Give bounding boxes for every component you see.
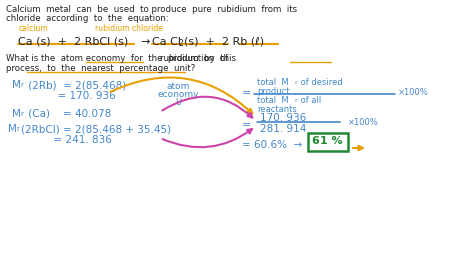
Text: M: M — [8, 124, 17, 134]
Text: = 60.6%  →: = 60.6% → — [242, 140, 302, 150]
Text: Calcium  metal  can  be  used  to produce  pure  rubidium  from  its: Calcium metal can be used to produce pur… — [6, 5, 297, 14]
Text: atom: atom — [166, 82, 190, 91]
Text: r: r — [294, 98, 297, 103]
Text: rubidium  by  this: rubidium by this — [6, 54, 236, 63]
Text: of all: of all — [298, 96, 321, 105]
Text: reactants: reactants — [257, 105, 297, 114]
Text: = 170. 936: = 170. 936 — [12, 91, 116, 101]
Text: rubidium chloride: rubidium chloride — [95, 24, 163, 33]
Text: (s)  +  2 Rb (ℓ): (s) + 2 Rb (ℓ) — [184, 37, 264, 47]
Text: ×100%: ×100% — [398, 88, 429, 97]
Text: process,  to  the  nearest  percentage  unit?: process, to the nearest percentage unit? — [6, 64, 195, 73]
Text: economy: economy — [157, 90, 199, 99]
Text: →: → — [140, 37, 149, 47]
Text: U: U — [175, 98, 181, 107]
Text: 170. 936: 170. 936 — [260, 113, 306, 123]
FancyBboxPatch shape — [308, 133, 348, 151]
Text: calcium: calcium — [19, 24, 49, 33]
Text: =: = — [242, 88, 251, 98]
Text: r: r — [20, 82, 23, 88]
Text: chloride  according  to  the  equation:: chloride according to the equation: — [6, 14, 169, 23]
Text: (2Rb)  = 2(85.468): (2Rb) = 2(85.468) — [25, 80, 126, 90]
Text: r: r — [294, 80, 297, 85]
Text: 2: 2 — [179, 39, 184, 48]
Text: M: M — [12, 109, 21, 119]
Text: of desired: of desired — [298, 78, 343, 87]
Text: r: r — [16, 126, 19, 132]
Text: 281. 914: 281. 914 — [260, 124, 306, 134]
Text: M: M — [12, 80, 21, 90]
Text: r: r — [20, 111, 23, 117]
Text: Ca Cl: Ca Cl — [152, 37, 181, 47]
Text: ×100%: ×100% — [348, 118, 379, 127]
Text: What is the  atom economy  for  the  production  of: What is the atom economy for the product… — [6, 54, 231, 63]
Text: product: product — [257, 87, 290, 96]
Text: = 241. 836: = 241. 836 — [8, 135, 112, 145]
Text: =: = — [242, 120, 251, 130]
Text: total  M: total M — [257, 78, 289, 87]
Text: 61 %: 61 % — [312, 136, 343, 146]
Text: Ca (s)  +  2 RbCl (s): Ca (s) + 2 RbCl (s) — [18, 37, 128, 47]
Text: (2RbCl) = 2(85.468 + 35.45): (2RbCl) = 2(85.468 + 35.45) — [21, 124, 171, 134]
Text: (Ca)    = 40.078: (Ca) = 40.078 — [25, 109, 111, 119]
Text: total  M: total M — [257, 96, 289, 105]
